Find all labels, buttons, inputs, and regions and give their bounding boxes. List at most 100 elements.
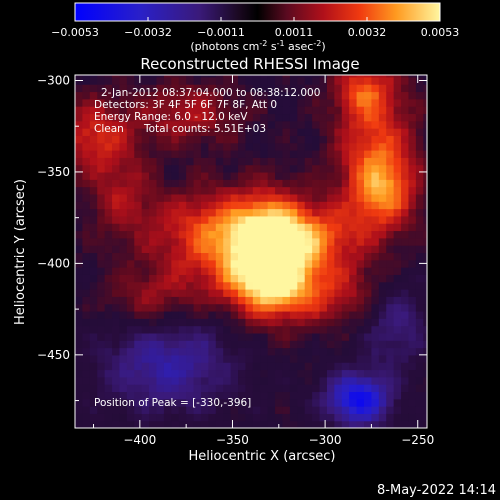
- heatmap-cell: [223, 303, 232, 312]
- heatmap-cell: [141, 318, 150, 327]
- heatmap-cell: [289, 252, 298, 261]
- heatmap-cell: [349, 398, 358, 407]
- heatmap-cell: [260, 237, 269, 246]
- heatmap-cell: [156, 318, 165, 327]
- heatmap-cell: [289, 171, 298, 180]
- heatmap-cell: [297, 369, 306, 378]
- heatmap-cell: [408, 128, 417, 136]
- heatmap-cell: [326, 245, 335, 254]
- footer-timestamp: 8-May-2022 14:14: [377, 483, 496, 498]
- heatmap-cell: [126, 340, 135, 349]
- heatmap-cell: [126, 128, 135, 136]
- heatmap-cell: [215, 340, 224, 349]
- heatmap-cell: [415, 376, 424, 385]
- heatmap-cell: [364, 267, 373, 275]
- heatmap-cell: [208, 369, 217, 378]
- heatmap-cell: [112, 296, 121, 305]
- heatmap-cell: [334, 179, 343, 188]
- heatmap-cell: [112, 391, 121, 400]
- heatmap-cell: [178, 325, 187, 334]
- heatmap-cell: [186, 391, 195, 400]
- heatmap-cell: [223, 318, 232, 327]
- heatmap-cell: [297, 413, 306, 422]
- heatmap-cell: [215, 98, 224, 107]
- heatmap-cell: [364, 274, 373, 283]
- heatmap-cell: [319, 223, 328, 232]
- heatmap-cell: [282, 142, 291, 151]
- heatmap-cell: [230, 420, 239, 428]
- heatmap-cell: [393, 406, 402, 414]
- heatmap-cell: [393, 208, 402, 217]
- heatmap-cell: [119, 252, 128, 261]
- heatmap-cell: [126, 171, 135, 180]
- heatmap-cell: [415, 201, 424, 210]
- heatmap-cell: [230, 267, 239, 275]
- heatmap-cell: [163, 75, 172, 78]
- heatmap-cell: [97, 98, 106, 107]
- heatmap-cell: [149, 296, 158, 305]
- heatmap-cell: [215, 281, 224, 290]
- heatmap-cell: [349, 230, 358, 239]
- heatmap-cell: [163, 391, 172, 400]
- heatmap-cell: [126, 135, 135, 144]
- heatmap-cell: [275, 142, 284, 151]
- heatmap-cell: [163, 288, 172, 297]
- heatmap-cell: [200, 245, 209, 254]
- heatmap-cell: [163, 420, 172, 428]
- heatmap-cell: [289, 340, 298, 349]
- heatmap-cell: [326, 201, 335, 210]
- heatmap-cell: [275, 325, 284, 334]
- heatmap-cell: [200, 120, 209, 129]
- heatmap-cell: [364, 135, 373, 144]
- heatmap-cell: [386, 230, 395, 239]
- heatmap-cell: [193, 201, 202, 210]
- heatmap-cell: [371, 413, 380, 422]
- heatmap-cell: [415, 347, 424, 356]
- heatmap-cell: [141, 296, 150, 305]
- heatmap-cell: [408, 237, 417, 246]
- heatmap-cell: [423, 413, 427, 422]
- heatmap-cell: [341, 354, 350, 363]
- heatmap-cell: [326, 164, 335, 173]
- heatmap-cell: [171, 120, 180, 129]
- heatmap-cell: [141, 354, 150, 363]
- heatmap-cell: [386, 406, 395, 414]
- heatmap-cell: [178, 230, 187, 239]
- heatmap-cell: [193, 223, 202, 232]
- heatmap-cell: [312, 267, 321, 275]
- heatmap-cell: [349, 84, 358, 93]
- heatmap-cell: [89, 347, 98, 356]
- heatmap-cell: [186, 106, 195, 115]
- heatmap-cell: [386, 340, 395, 349]
- heatmap-cell: [364, 164, 373, 173]
- heatmap-cell: [75, 347, 84, 356]
- heatmap-cell: [364, 201, 373, 210]
- heatmap-cell: [371, 384, 380, 393]
- heatmap-cell: [163, 332, 172, 341]
- heatmap-cell: [319, 398, 328, 407]
- heatmap-cell: [163, 106, 172, 115]
- heatmap-cell: [260, 84, 269, 93]
- heatmap-cell: [141, 267, 150, 275]
- heatmap-cell: [193, 157, 202, 166]
- heatmap-cell: [89, 186, 98, 195]
- heatmap-cell: [356, 318, 365, 327]
- heatmap-cell: [267, 362, 276, 371]
- heatmap-cell: [82, 384, 91, 393]
- heatmap-cell: [171, 267, 180, 275]
- heatmap-cell: [104, 208, 113, 217]
- heatmap-cell: [393, 193, 402, 202]
- heatmap-cell: [393, 310, 402, 319]
- heatmap-cell: [200, 303, 209, 312]
- heatmap-cell: [371, 179, 380, 188]
- heatmap-cell: [186, 303, 195, 312]
- heatmap-cell: [326, 113, 335, 122]
- heatmap-cell: [89, 384, 98, 393]
- heatmap-cell: [119, 413, 128, 422]
- heatmap-cell: [401, 113, 410, 122]
- heatmap-cell: [312, 274, 321, 283]
- heatmap-cell: [223, 113, 232, 122]
- heatmap-cell: [371, 245, 380, 254]
- heatmap-cell: [230, 237, 239, 246]
- heatmap-cell: [82, 113, 91, 122]
